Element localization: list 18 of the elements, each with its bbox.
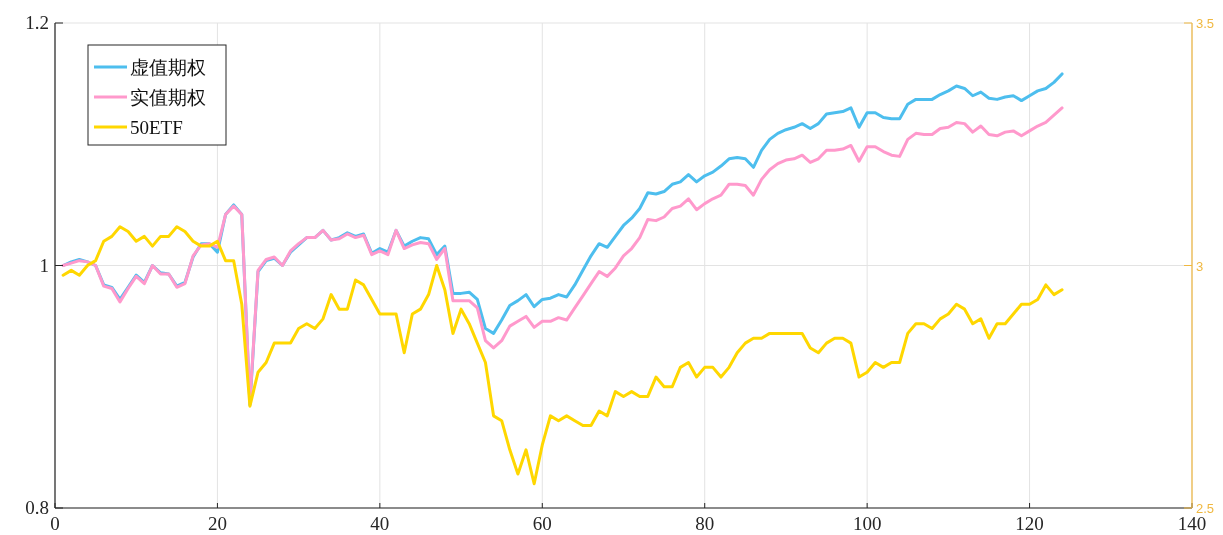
x-tick-label: 60 xyxy=(532,513,552,534)
y-tick-label: 1.2 xyxy=(25,12,49,33)
legend-label: 实值期权 xyxy=(130,87,206,108)
legend-label: 虚值期权 xyxy=(130,57,206,78)
x-tick-label: 140 xyxy=(1177,513,1207,534)
x-tick-label: 100 xyxy=(852,513,882,534)
x-tick-label: 40 xyxy=(370,513,390,534)
x-tick-label: 0 xyxy=(50,513,60,534)
y2-tick-label: 2.5 xyxy=(1196,501,1215,516)
legend-label: 50ETF xyxy=(130,117,183,138)
x-tick-label: 80 xyxy=(695,513,715,534)
y2-tick-label: 3.5 xyxy=(1196,16,1215,31)
x-tick-label: 20 xyxy=(207,513,227,534)
line-series xyxy=(61,225,1064,486)
y2-tick-label: 3 xyxy=(1196,258,1204,274)
x-tick-label: 120 xyxy=(1015,513,1044,534)
y-tick-label: 0.8 xyxy=(25,497,49,518)
y-tick-label: 1 xyxy=(39,254,49,276)
